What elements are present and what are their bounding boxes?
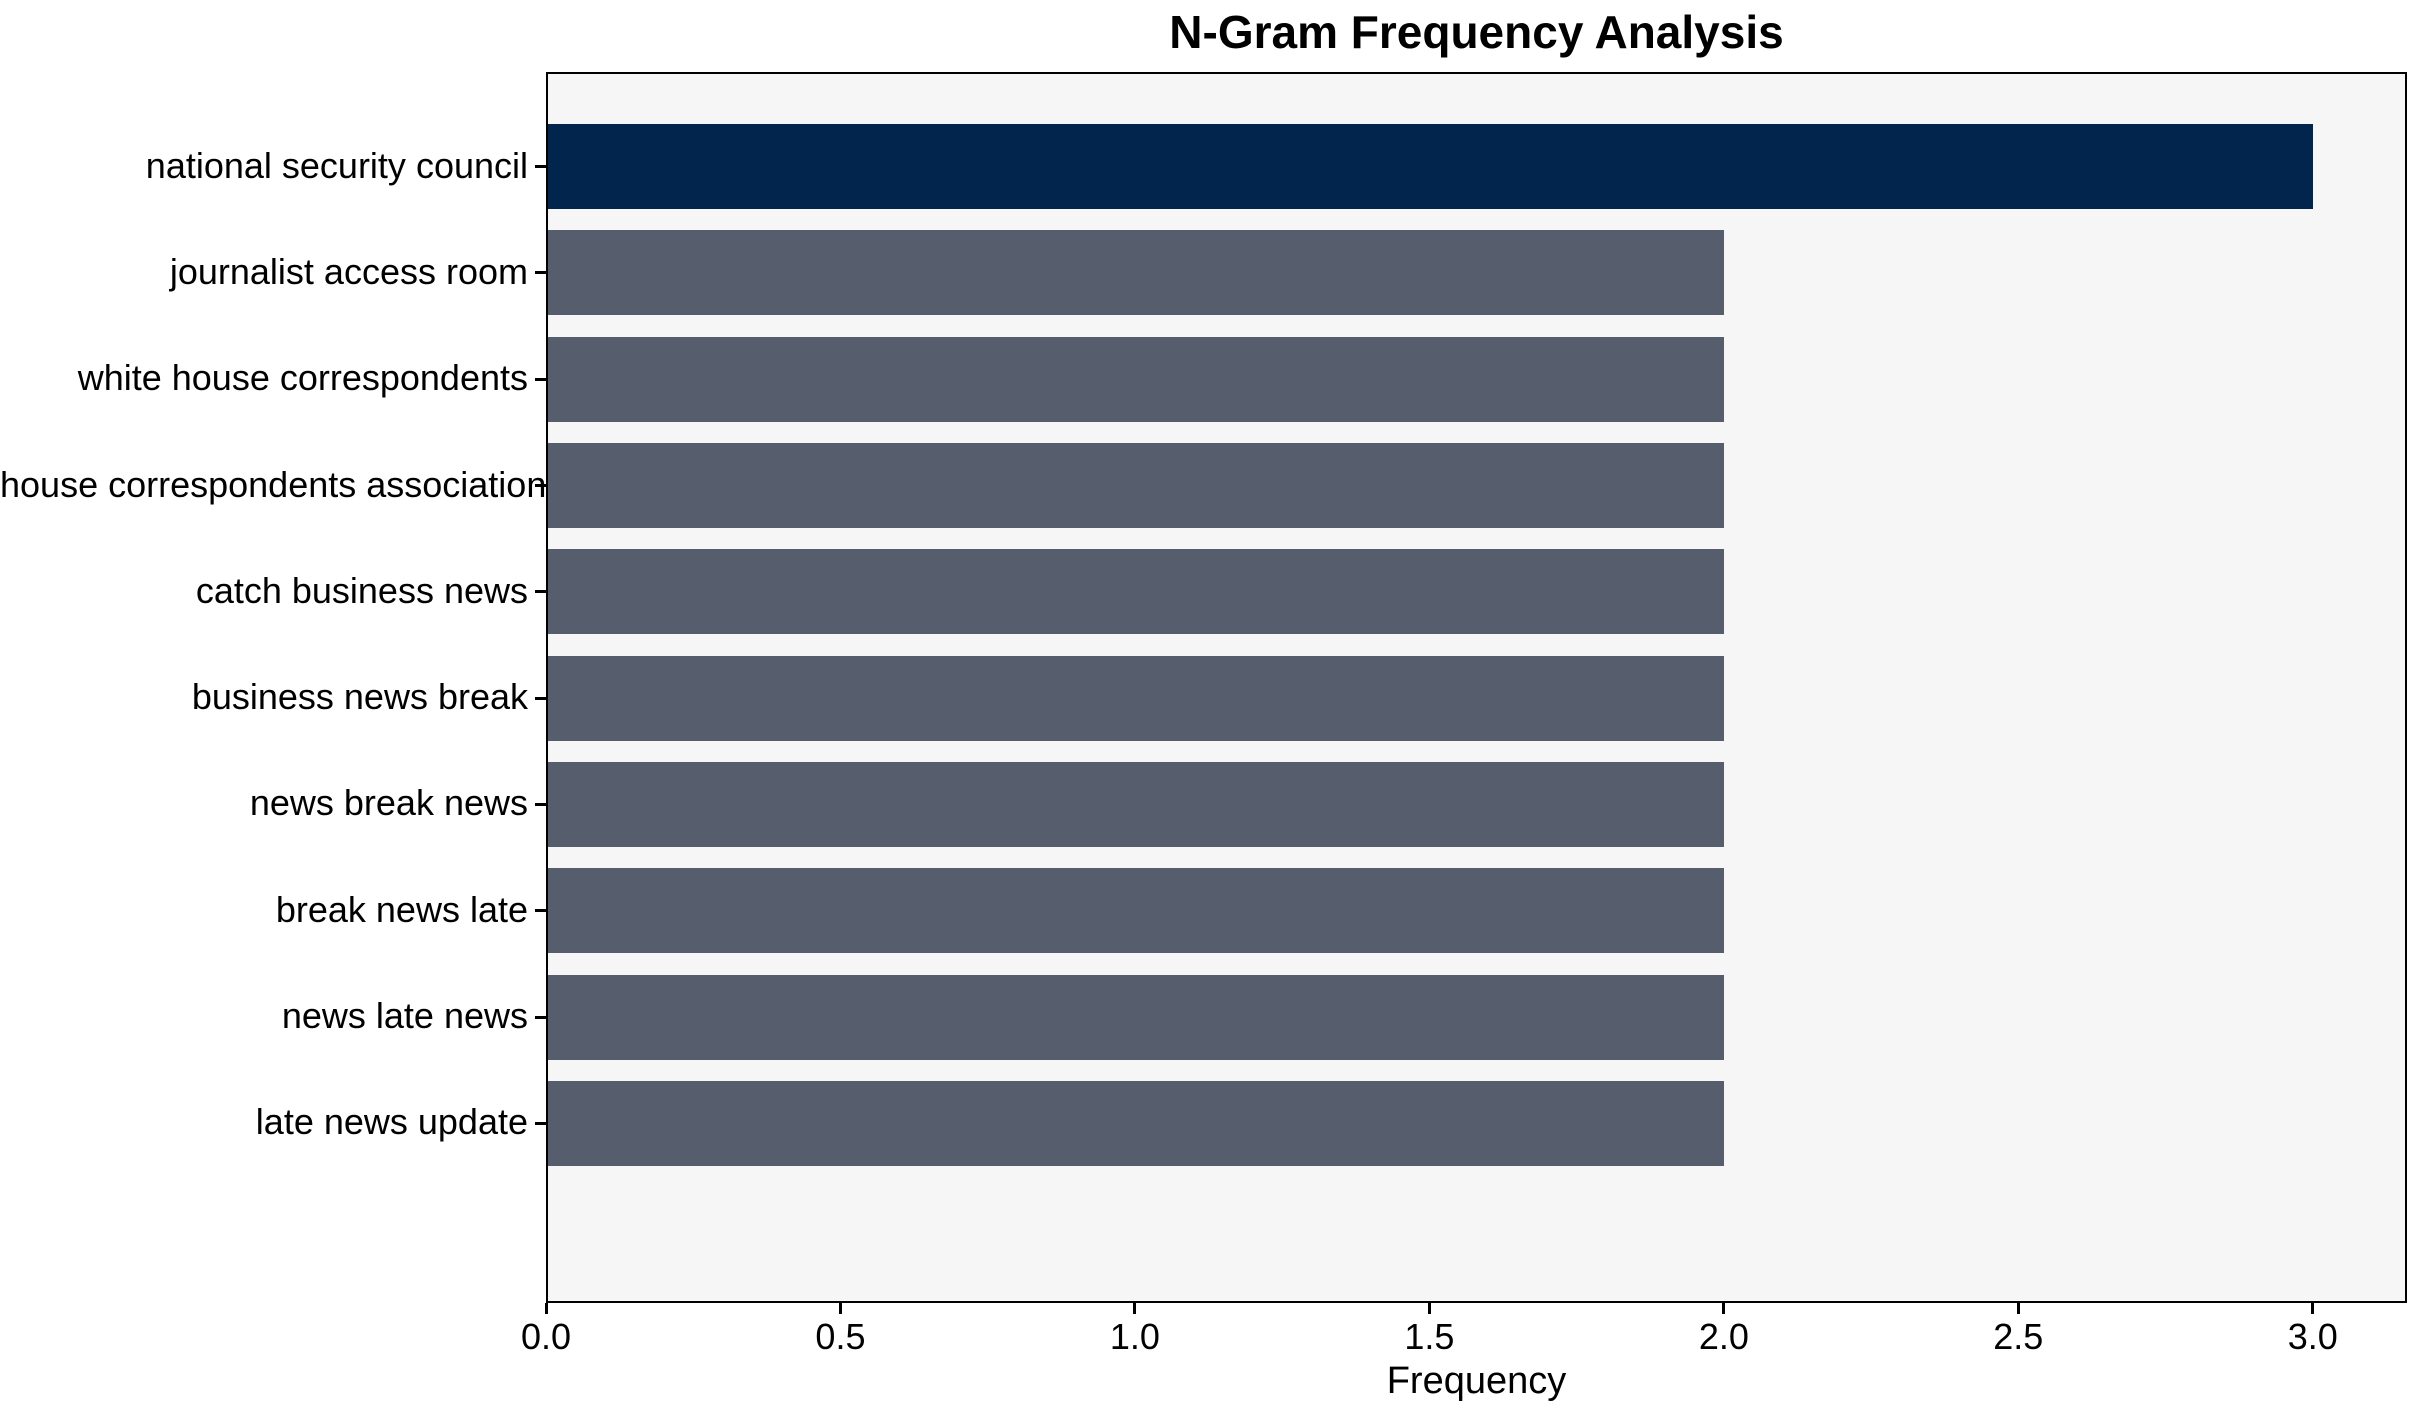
bar-white-house-correspondents: [548, 336, 1724, 422]
bar-late-news-update: [548, 1080, 1724, 1166]
y-tick-label-journalist-access-room: journalist access room: [169, 250, 528, 292]
y-tick-label-break-news-late: break news late: [275, 888, 528, 930]
x-tick-mark-0.5: [838, 1303, 842, 1314]
y-tick-mark-journalist-access-room: [535, 271, 546, 275]
bar-break-news-late: [548, 868, 1724, 954]
y-tick-mark-news-break-news: [535, 802, 546, 806]
x-tick-label-2.0: 2.0: [1698, 1316, 1749, 1357]
y-tick-mark-break-news-late: [535, 909, 546, 913]
bar-news-break-news: [548, 761, 1724, 847]
x-tick-mark-2.0: [1722, 1303, 1726, 1314]
y-tick-mark-catch-business-news: [535, 590, 546, 594]
y-tick-label-business-news-break: business news break: [191, 676, 528, 718]
y-tick-label-white-house-correspondents: white house correspondents: [77, 357, 528, 399]
x-tick-label-0.5: 0.5: [815, 1316, 866, 1357]
x-tick-label-0.0: 0.0: [520, 1316, 572, 1357]
x-tick-mark-0.0: [544, 1303, 548, 1314]
y-tick-label-house-correspondents-association: house correspondents association: [0, 463, 547, 505]
y-tick-mark-late-news-update: [535, 1121, 546, 1125]
bar-journalist-access-room: [548, 230, 1724, 316]
y-tick-label-national-security-council: national security council: [145, 144, 528, 186]
y-tick-mark-white-house-correspondents: [535, 377, 546, 381]
x-axis-label: Frequency: [1386, 1360, 1567, 1402]
bar-house-correspondents-association: [548, 443, 1724, 529]
y-tick-label-news-late-news: news late news: [281, 995, 528, 1037]
x-tick-label-1.0: 1.0: [1109, 1316, 1160, 1357]
chart-title: N-Gram Frequency Analysis: [1169, 6, 1784, 58]
y-tick-label-late-news-update: late news update: [255, 1101, 528, 1143]
y-tick-mark-house-correspondents-association: [535, 484, 546, 488]
x-tick-mark-1.5: [1427, 1303, 1431, 1314]
x-tick-label-1.5: 1.5: [1404, 1316, 1455, 1357]
y-tick-label-news-break-news: news break news: [249, 782, 528, 824]
x-tick-label-3.0: 3.0: [2287, 1316, 2338, 1357]
y-tick-mark-news-late-news: [535, 1015, 546, 1019]
y-tick-mark-business-news-break: [535, 696, 546, 700]
bar-news-late-news: [548, 974, 1724, 1060]
x-tick-mark-2.5: [2016, 1303, 2020, 1314]
x-tick-mark-1.0: [1133, 1303, 1137, 1314]
x-tick-mark-3.0: [2311, 1303, 2315, 1314]
y-tick-mark-national-security-council: [535, 165, 546, 169]
bar-business-news-break: [548, 655, 1724, 741]
bar-national-security-council: [548, 124, 2313, 210]
y-tick-label-catch-business-news: catch business news: [195, 569, 528, 611]
bar-catch-business-news: [548, 549, 1724, 635]
x-tick-label-2.5: 2.5: [1993, 1316, 2044, 1357]
